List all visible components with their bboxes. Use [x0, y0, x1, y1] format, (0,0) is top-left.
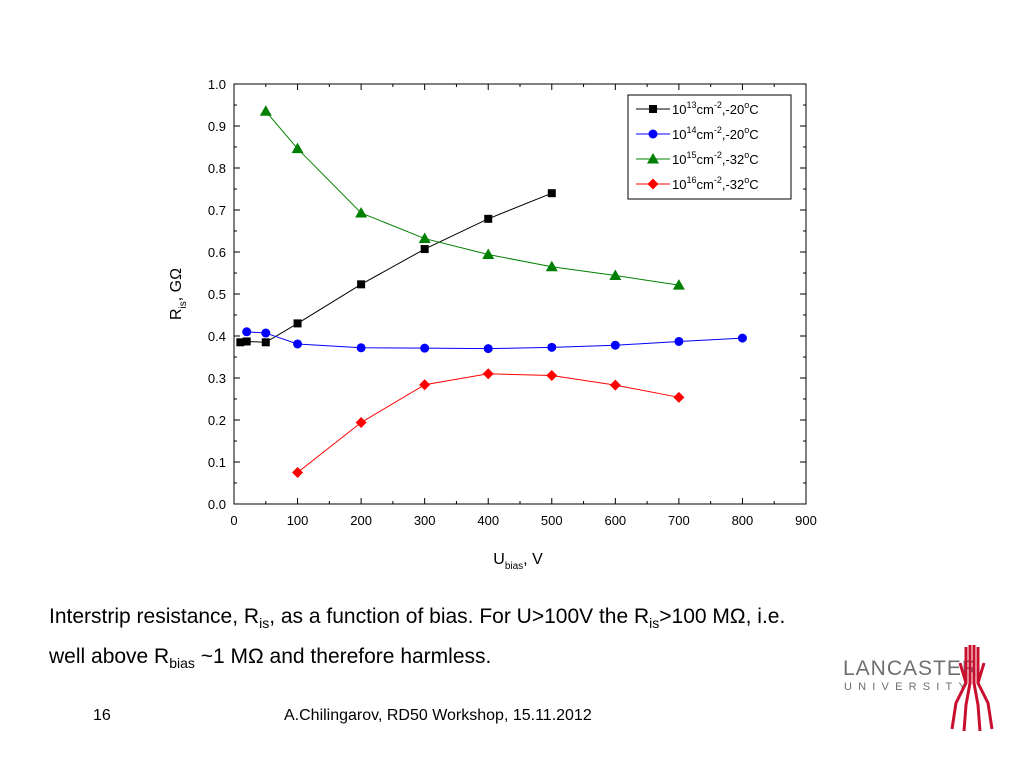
legend-item: 1014cm-2,-20oC — [636, 125, 759, 142]
data-point — [293, 319, 302, 328]
data-point — [242, 327, 252, 337]
data-point — [356, 343, 366, 353]
x-tick-label: 0 — [230, 513, 237, 528]
x-tick-label: 500 — [541, 513, 563, 528]
chart: 0 100 200 300 400 500 600 700 800 900 0.0 0.1 0.2 0.3… — [168, 77, 817, 572]
logo-stroke — [976, 647, 994, 730]
series-line — [265, 110, 679, 286]
x-tick-label: 100 — [287, 513, 309, 528]
legend-marker — [648, 129, 658, 139]
logo-stroke — [976, 662, 986, 684]
data-point — [547, 342, 557, 352]
legend-marker — [647, 153, 659, 164]
logo-name: LANCASTER — [843, 657, 979, 680]
y-tick-label: 1.0 — [208, 77, 226, 92]
lancaster-logo: LANCASTER UNIVERSITY — [843, 643, 1003, 733]
y-tick-label: 0.5 — [208, 287, 226, 302]
logo-subtitle: UNIVERSITY — [844, 681, 973, 693]
data-point — [672, 279, 685, 290]
series-1 — [236, 189, 556, 347]
series-line — [240, 192, 552, 343]
data-point — [292, 467, 304, 478]
data-point — [357, 280, 366, 289]
logo-stroke — [958, 662, 968, 684]
legend-label: 1013cm-2,-20oC — [672, 100, 759, 117]
legend-label: 1014cm-2,-20oC — [672, 125, 759, 142]
legend-label: 1015cm-2,-32oC — [672, 150, 759, 167]
y-tick-label: 0.3 — [208, 371, 226, 386]
data-point — [737, 333, 747, 343]
footer-text: A.Chilingarov, RD50 Workshop, 15.11.2012 — [284, 707, 592, 724]
series-2 — [242, 327, 747, 354]
legend-item: 1016cm-2,-32oC — [636, 175, 759, 192]
data-point — [547, 189, 556, 198]
y-tick-label: 0.9 — [208, 119, 226, 134]
data-point — [420, 245, 429, 254]
data-point — [610, 340, 620, 350]
legend-label: 1016cm-2,-32oC — [672, 175, 759, 192]
x-tick-label: 300 — [414, 513, 436, 528]
data-point — [482, 368, 494, 380]
y-tick-label: 0.2 — [208, 413, 226, 428]
data-point — [419, 379, 431, 391]
data-point — [673, 391, 685, 403]
x-tick-label: 600 — [604, 513, 626, 528]
chart-legend: 1013cm-2,-20oC 1014cm-2,-20oC 1015cm-2,-32… — [627, 94, 792, 200]
x-axis-title: Ubias, V — [493, 551, 543, 572]
data-point — [609, 269, 622, 281]
x-tick-label: 700 — [668, 513, 690, 528]
series-3 — [259, 105, 685, 290]
data-point — [291, 142, 304, 154]
chart-series — [236, 105, 747, 478]
page-number: 16 — [93, 707, 111, 724]
figure-caption: Interstrip resistance, Ris, as a functio… — [49, 600, 979, 680]
legend-marker — [649, 105, 657, 113]
y-tick-label: 0.6 — [208, 245, 226, 260]
data-point — [674, 336, 684, 346]
data-point — [482, 248, 495, 260]
series-line — [246, 331, 743, 350]
data-point — [546, 369, 558, 381]
data-point — [355, 206, 368, 218]
data-point — [355, 417, 367, 429]
y-axis-title: Ris, GΩ — [168, 268, 189, 320]
lancaster-rose-icon — [950, 645, 994, 732]
data-point — [545, 260, 558, 272]
series-line — [297, 373, 679, 473]
data-point — [236, 338, 245, 347]
x-tick-label: 200 — [350, 513, 372, 528]
caption-line-1: Interstrip resistance, Ris, as a functio… — [49, 605, 786, 632]
legend-item: 1015cm-2,-32oC — [636, 150, 759, 167]
logo-stroke — [972, 645, 982, 732]
data-point — [418, 232, 431, 244]
series-4 — [292, 368, 685, 478]
legend-marker — [647, 178, 659, 190]
data-point — [261, 328, 271, 338]
x-tick-label: 400 — [477, 513, 499, 528]
data-point — [609, 379, 621, 391]
caption-line-2: well above Rbias ~1 MΩ and therefore har… — [49, 645, 492, 672]
data-point — [242, 337, 251, 346]
data-point — [261, 338, 270, 347]
logo-stroke — [950, 647, 968, 730]
logo-stroke — [962, 645, 972, 732]
data-point — [420, 343, 430, 353]
y-tick-label: 0.4 — [208, 329, 226, 344]
x-tick-label: 800 — [732, 513, 754, 528]
y-tick-label: 0.1 — [208, 455, 226, 470]
data-point — [484, 214, 493, 223]
chart-axes: 0 100 200 300 400 500 600 700 800 900 0.0 0.1 0.2 0.3… — [208, 77, 817, 528]
data-point — [259, 105, 272, 116]
x-tick-label: 900 — [795, 513, 817, 528]
data-point — [293, 339, 303, 349]
y-tick-label: 0.7 — [208, 203, 226, 218]
y-tick-label: 0.0 — [208, 497, 226, 512]
legend-item: 1013cm-2,-20oC — [636, 100, 759, 117]
y-tick-label: 0.8 — [208, 161, 226, 176]
data-point — [483, 344, 493, 354]
